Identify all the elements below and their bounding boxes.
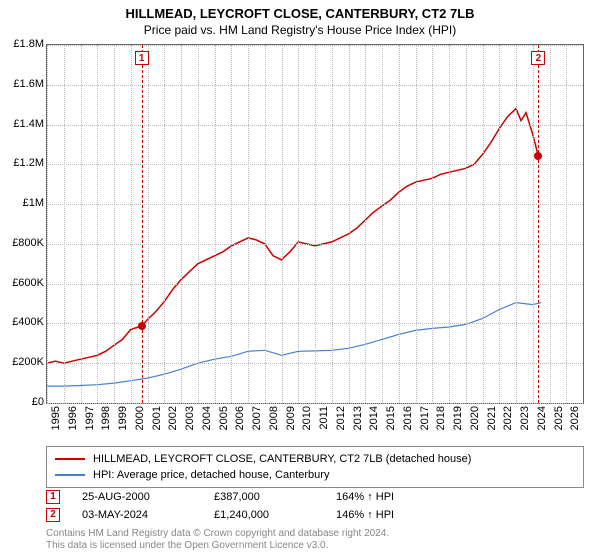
x-tick-label: 2012	[335, 406, 347, 430]
event-marker-box: 1	[135, 51, 149, 65]
legend: HILLMEAD, LEYCROFT CLOSE, CANTERBURY, CT…	[46, 446, 584, 488]
x-tick-label: 2016	[402, 406, 414, 430]
event-dot	[534, 152, 542, 160]
event-date-2: 03-MAY-2024	[82, 509, 192, 521]
chart-title: HILLMEAD, LEYCROFT CLOSE, CANTERBURY, CT…	[0, 0, 600, 21]
event-delta-1: 164% ↑ HPI	[336, 491, 394, 503]
x-tick-label: 1995	[50, 406, 62, 430]
x-tick-label: 2010	[301, 406, 313, 430]
x-tick-label: 2014	[368, 406, 380, 430]
legend-row: HILLMEAD, LEYCROFT CLOSE, CANTERBURY, CT…	[55, 451, 575, 467]
event-date-1: 25-AUG-2000	[82, 491, 192, 503]
x-tick-label: 2006	[234, 406, 246, 430]
legend-swatch-2	[55, 474, 85, 476]
event-delta-2: 146% ↑ HPI	[336, 509, 394, 521]
x-tick-label: 2026	[569, 406, 581, 430]
y-tick-label: £1.2M	[4, 157, 44, 169]
y-tick-label: £0	[4, 396, 44, 408]
x-tick-label: 2024	[536, 406, 548, 430]
x-tick-label: 2004	[201, 406, 213, 430]
event-marker-1: 1	[46, 490, 60, 504]
footer-line-2: This data is licensed under the Open Gov…	[46, 540, 389, 552]
event-dot	[138, 322, 146, 330]
chart-subtitle: Price paid vs. HM Land Registry's House …	[0, 21, 600, 41]
x-tick-label: 2003	[184, 406, 196, 430]
x-tick-label: 2025	[553, 406, 565, 430]
x-tick-label: 1998	[100, 406, 112, 430]
event-price-1: £387,000	[214, 491, 314, 503]
y-tick-label: £400K	[4, 316, 44, 328]
x-tick-label: 2015	[385, 406, 397, 430]
x-tick-label: 2018	[435, 406, 447, 430]
y-tick-label: £1.8M	[4, 38, 44, 50]
y-tick-label: £1M	[4, 197, 44, 209]
event-row: 1 25-AUG-2000 £387,000 164% ↑ HPI	[46, 488, 584, 506]
x-tick-label: 2011	[318, 406, 330, 430]
x-tick-label: 2017	[419, 406, 431, 430]
event-marker-box: 2	[531, 51, 545, 65]
legend-label-1: HILLMEAD, LEYCROFT CLOSE, CANTERBURY, CT…	[93, 453, 471, 465]
legend-swatch-1	[55, 458, 85, 460]
footer: Contains HM Land Registry data © Crown c…	[46, 528, 389, 552]
x-tick-label: 2022	[502, 406, 514, 430]
y-tick-label: £1.4M	[4, 118, 44, 130]
y-tick-label: £200K	[4, 356, 44, 368]
footer-line-1: Contains HM Land Registry data © Crown c…	[46, 528, 389, 540]
x-tick-label: 1999	[117, 406, 129, 430]
x-tick-label: 2019	[452, 406, 464, 430]
x-tick-label: 2008	[268, 406, 280, 430]
y-tick-label: £800K	[4, 237, 44, 249]
x-tick-label: 2002	[167, 406, 179, 430]
x-tick-label: 2023	[519, 406, 531, 430]
x-tick-label: 2009	[285, 406, 297, 430]
x-tick-label: 1997	[84, 406, 96, 430]
y-tick-label: £1.6M	[4, 78, 44, 90]
event-row: 2 03-MAY-2024 £1,240,000 146% ↑ HPI	[46, 506, 584, 524]
chart-plot-area: 12	[46, 44, 584, 404]
legend-label-2: HPI: Average price, detached house, Cant…	[93, 469, 329, 481]
x-tick-label: 1996	[67, 406, 79, 430]
x-tick-label: 2001	[151, 406, 163, 430]
event-price-2: £1,240,000	[214, 509, 314, 521]
x-tick-label: 2005	[218, 406, 230, 430]
x-tick-label: 2013	[352, 406, 364, 430]
x-tick-label: 2020	[469, 406, 481, 430]
event-marker-2: 2	[46, 508, 60, 522]
x-tick-label: 2000	[134, 406, 146, 430]
y-tick-label: £600K	[4, 277, 44, 289]
legend-row: HPI: Average price, detached house, Cant…	[55, 467, 575, 483]
x-tick-label: 2021	[486, 406, 498, 430]
x-tick-label: 2007	[251, 406, 263, 430]
event-table: 1 25-AUG-2000 £387,000 164% ↑ HPI 2 03-M…	[46, 488, 584, 524]
